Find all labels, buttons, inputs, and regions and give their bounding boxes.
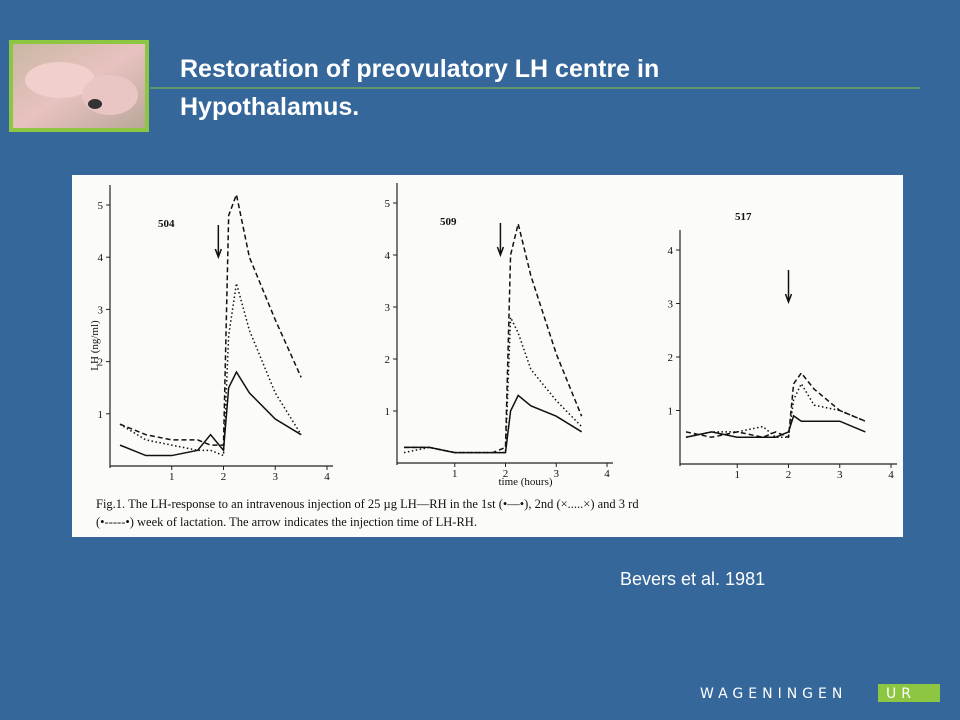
logo-text: UR <box>886 686 916 702</box>
caption: (•-----•) week of lactation. The arrow i… <box>96 515 477 529</box>
series-line <box>685 371 866 439</box>
series-line <box>119 370 302 457</box>
x-tick-label: 3 <box>273 471 279 483</box>
injection-arrow <box>214 225 223 260</box>
y-tick-label: 4 <box>385 250 391 262</box>
title: Restoration of preovulatory LH centre in <box>180 55 659 83</box>
photo-shape <box>25 62 95 98</box>
y-tick-label: 3 <box>668 299 674 311</box>
x-axis-label: time (hours) <box>498 476 552 488</box>
citation: Bevers et al. 1981 <box>620 569 765 589</box>
logo-text: WAGENINGEN <box>700 686 847 702</box>
injection-arrow <box>784 270 793 305</box>
x-tick-label: 2 <box>221 471 227 483</box>
caption: Fig.1. The LH-response to an intravenous… <box>96 497 639 511</box>
series-line <box>685 382 866 438</box>
panel-title: 517 <box>735 211 752 223</box>
logo-box <box>878 684 940 702</box>
y-tick-label: 1 <box>668 406 674 418</box>
y-tick-label: 2 <box>98 357 104 369</box>
x-tick-label: 2 <box>503 468 509 480</box>
y-tick-label: 5 <box>385 198 391 210</box>
series-line <box>119 191 302 446</box>
y-tick-label: 1 <box>98 409 104 421</box>
figure <box>72 175 903 537</box>
injection-arrow <box>496 223 505 258</box>
photo-shape <box>82 75 138 115</box>
x-tick-label: 4 <box>888 469 894 481</box>
y-tick-label: 2 <box>668 352 674 364</box>
y-tick-label: 4 <box>98 252 104 264</box>
x-tick-label: 1 <box>735 469 741 481</box>
x-tick-label: 4 <box>604 468 610 480</box>
x-tick-label: 1 <box>169 471 175 483</box>
y-tick-label: 5 <box>98 200 104 212</box>
y-tick-label: 2 <box>385 354 391 366</box>
x-tick-label: 3 <box>837 469 843 481</box>
photo-shape <box>88 99 102 109</box>
charts: 1 2 3 4 5 1 2 3 4 504 LH (ng/ml) 1 2 3 4 5 1 2 3 4 509 time (… <box>89 183 897 488</box>
y-axis-label: LH (ng/ml) <box>89 320 101 371</box>
x-tick-label: 1 <box>452 468 458 480</box>
y-tick-label: 4 <box>668 245 674 257</box>
x-tick-label: 3 <box>554 468 560 480</box>
y-tick-label: 3 <box>98 304 104 316</box>
panel-title: 509 <box>440 216 457 228</box>
panel-title: 504 <box>158 218 175 230</box>
x-tick-label: 2 <box>786 469 792 481</box>
title: Hypothalamus. <box>180 93 359 121</box>
y-tick-label: 3 <box>385 302 391 314</box>
x-tick-label: 4 <box>324 471 330 483</box>
y-tick-label: 1 <box>385 406 391 418</box>
series-line <box>404 223 583 454</box>
